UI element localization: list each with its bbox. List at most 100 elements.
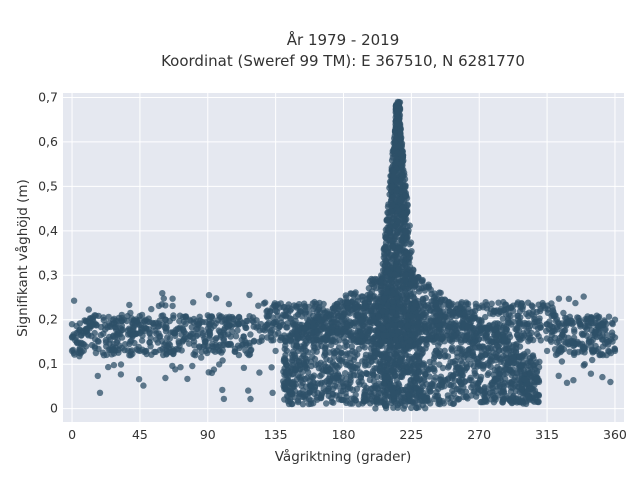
data-point [360,395,367,402]
data-point [292,313,300,320]
data-point [185,340,193,347]
data-point [295,357,303,364]
data-point [292,317,299,325]
data-point [264,321,271,328]
data-point [158,301,166,308]
data-point [286,370,293,377]
data-point [399,391,406,399]
data-point [94,337,102,345]
data-point [318,393,325,400]
data-point [510,318,517,326]
data-point [559,320,566,327]
data-point [255,302,262,309]
data-point [470,388,478,395]
data-point [598,336,606,343]
data-point [91,343,98,350]
data-point [323,400,330,407]
data-point [583,315,591,322]
data-point [500,395,507,402]
data-point [80,341,88,348]
data-point [293,342,300,349]
data-point [85,332,92,339]
data-point [310,343,317,350]
data-point [471,367,478,375]
data-point [508,354,516,361]
data-point [147,343,154,350]
data-point [370,378,377,385]
data-point [225,300,233,308]
data-point [563,379,571,386]
data-point [408,404,415,412]
data-point [516,380,523,387]
x-tick-label: 315 [535,427,559,442]
data-point [379,325,386,332]
data-point [436,352,443,360]
data-point [570,377,577,384]
data-point [331,375,339,382]
data-point [543,347,551,355]
data-point [402,192,409,199]
data-point [389,298,396,305]
data-point [440,400,448,407]
data-point [287,307,294,314]
data-point [241,337,248,344]
data-point [409,391,416,398]
data-point [555,372,562,379]
data-point [455,322,462,329]
data-point [544,302,551,309]
data-point [574,349,582,356]
data-point [269,389,276,396]
data-point [403,359,411,366]
data-point [318,379,325,386]
data-point [333,362,340,369]
data-point [423,365,430,372]
data-point [378,368,386,375]
data-point [524,348,531,355]
y-tick-label: 0,5 [38,178,58,193]
data-point [389,309,396,316]
data-point [242,324,249,331]
data-point [417,345,424,352]
data-point [580,344,587,351]
data-point [267,328,274,335]
data-point [186,316,193,323]
data-point [372,405,379,412]
data-point [272,321,279,328]
data-point [394,279,401,286]
x-tick-label: 0 [68,427,76,442]
data-point [169,295,176,302]
data-point [312,334,319,341]
data-point [138,337,146,344]
data-point [76,353,83,360]
data-point [490,349,497,356]
y-tick-label: 0,4 [38,223,58,238]
data-point [335,355,343,363]
data-point [345,361,352,369]
data-point [431,382,438,389]
data-point [397,130,404,138]
data-point [258,334,266,341]
data-point [256,369,263,376]
data-point [408,272,415,279]
data-point [388,194,396,202]
x-tick-label: 90 [200,427,216,442]
data-point [189,362,196,370]
data-point [326,349,333,356]
data-point [323,377,330,385]
data-point [579,331,586,339]
data-point [437,376,445,383]
data-point [296,362,303,369]
data-point [486,344,493,351]
data-point [320,325,327,333]
data-point [156,346,164,354]
data-point [287,338,294,345]
data-point [607,378,614,386]
data-point [188,330,195,337]
data-point [399,340,406,348]
data-point [400,306,407,314]
data-point [91,312,98,319]
x-axis-title: Vågriktning (grader) [275,448,412,465]
data-point [112,333,119,341]
data-point [293,333,301,340]
data-point [440,320,447,327]
